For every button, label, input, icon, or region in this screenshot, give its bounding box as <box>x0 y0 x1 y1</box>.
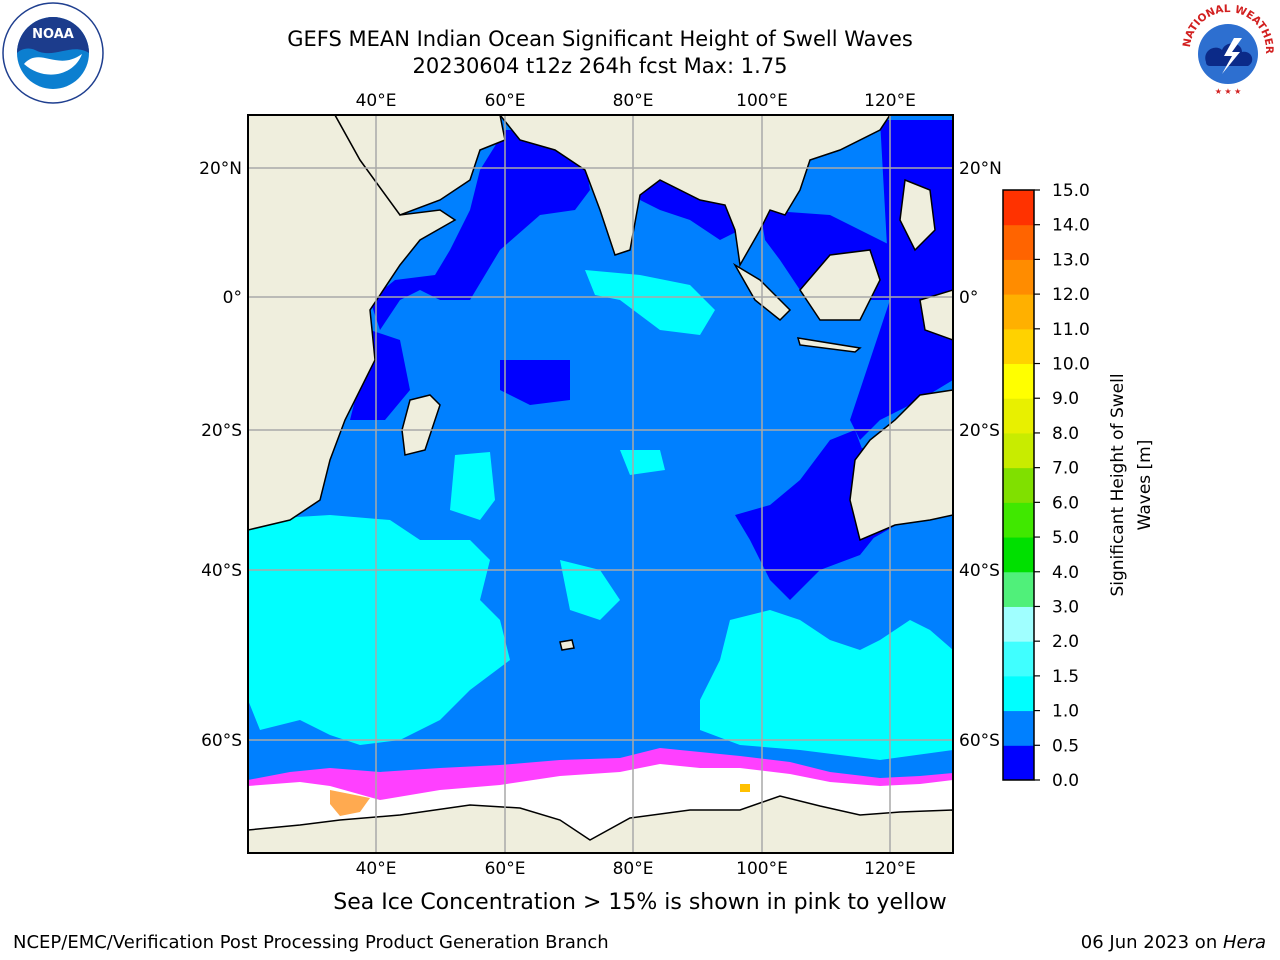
lat-label: 60°S <box>201 731 242 751</box>
colorbar-tick-label: 4.0 <box>1052 563 1079 583</box>
nws-logo: NATIONAL WEATHER SERVICE ★ ★ ★ <box>1172 0 1280 104</box>
colorbar-tick-label: 11.0 <box>1052 320 1090 340</box>
java-land <box>796 337 862 353</box>
lon-label: 80°E <box>613 91 654 111</box>
colorbar-segment <box>1003 467 1034 503</box>
colorbar-segment <box>1003 190 1034 226</box>
australia-land <box>849 389 953 542</box>
lat-label: 60°S <box>959 731 1000 751</box>
colorbar-tick-label: 13.0 <box>1052 250 1090 270</box>
asia-land <box>499 115 891 268</box>
borneo-land <box>799 249 881 321</box>
lat-label: 20°S <box>959 421 1000 441</box>
lat-label: 20°S <box>201 421 242 441</box>
lon-label: 60°E <box>485 859 526 879</box>
lon-label: 120°E <box>864 91 916 111</box>
new-guinea-land <box>919 289 953 341</box>
lat-label: 20°N <box>959 159 1002 179</box>
lat-label: 40°S <box>959 561 1000 581</box>
colorbar-tick-label: 1.5 <box>1052 667 1079 687</box>
colorbar-segment <box>1003 259 1034 295</box>
colorbar: 0.0 0.5 1.0 1.5 2.0 3.0 4.0 5.0 6.0 7.0 8.0 9.0 10.0… <box>1002 181 1090 791</box>
colorbar-tick-label: 7.0 <box>1052 459 1079 479</box>
lon-label: 60°E <box>485 91 526 111</box>
colorbar-tick-label: 1.0 <box>1052 702 1079 722</box>
colorbar-segment <box>1003 537 1034 573</box>
map-plot-area <box>248 115 953 853</box>
lon-label: 100°E <box>736 91 788 111</box>
lon-label: 40°E <box>356 91 397 111</box>
map-frame <box>247 114 954 854</box>
colorbar-segment <box>1003 398 1034 434</box>
colorbar-label-line1: Significant Height of Swell <box>1108 373 1128 596</box>
map-title: GEFS MEAN Indian Ocean Significant Heigh… <box>287 27 913 51</box>
lat-label: 0° <box>959 288 978 308</box>
lon-labels-top: 40°E 60°E 80°E 100°E 120°E <box>356 91 916 111</box>
colorbar-tick-label: 0.0 <box>1052 771 1079 791</box>
lon-labels-bottom: 40°E 60°E 80°E 100°E 120°E <box>356 859 916 879</box>
colorbar-segment <box>1003 606 1034 642</box>
colorbar-segment <box>1003 432 1034 469</box>
map-subtitle: 20230604 t12z 264h fcst Max: 1.75 <box>412 54 788 78</box>
colorbar-tick-label: 9.0 <box>1052 389 1079 409</box>
svg-text:★ ★ ★: ★ ★ ★ <box>1215 87 1242 96</box>
philippines-land <box>899 178 936 252</box>
colorbar-tick-label: 8.0 <box>1052 424 1079 444</box>
colorbar-segment <box>1003 224 1034 260</box>
colorbar-tick-label: 14.0 <box>1052 216 1090 236</box>
footer-credit: NCEP/EMC/Verification Post Processing Pr… <box>13 932 609 953</box>
colorbar-tick-label: 2.0 <box>1052 632 1079 652</box>
footer-date-text: 06 Jun 2023 on <box>1080 932 1223 953</box>
colorbar-label-line2: Waves [m] <box>1135 440 1155 531</box>
lat-labels-left: 20°N 0° 20°S 40°S 60°S <box>199 159 242 751</box>
colorbar-segment <box>1003 502 1034 538</box>
colorbar-segment <box>1003 641 1034 677</box>
colorbar-tick-label: 15.0 <box>1052 181 1090 201</box>
svg-text:NOAA: NOAA <box>32 27 74 42</box>
lon-label: 120°E <box>864 859 916 879</box>
colorbar-tick-label: 12.0 <box>1052 285 1090 305</box>
sea-ice-caption: Sea Ice Concentration > 15% is shown in … <box>333 890 947 915</box>
lat-label: 40°S <box>201 561 242 581</box>
colorbar-tick-label: 5.0 <box>1052 528 1079 548</box>
sea-ice-patch-small <box>740 784 750 792</box>
colorbar-segment <box>1003 294 1034 330</box>
antarctica-land <box>248 795 953 853</box>
arabia-land <box>334 115 506 216</box>
lon-label: 40°E <box>356 859 397 879</box>
map-gridlines <box>248 115 953 853</box>
colorbar-tick-label: 0.5 <box>1052 736 1079 756</box>
footer-date: 06 Jun 2023 on Hera <box>1081 932 1266 953</box>
colorbar-segment <box>1003 710 1034 746</box>
colorbar-segment <box>1003 363 1034 399</box>
colorbar-tick-label: 6.0 <box>1052 493 1079 513</box>
kerguelen-island <box>559 639 575 651</box>
footer-host: Hera <box>1222 932 1266 953</box>
colorbar-segment <box>1003 745 1034 781</box>
lat-label: 0° <box>223 288 242 308</box>
colorbar-segment <box>1003 571 1034 607</box>
noaa-logo: NOAA <box>2 2 104 108</box>
lon-label: 80°E <box>613 859 654 879</box>
colorbar-segment <box>1003 328 1034 365</box>
lat-labels-right: 20°N 0° 20°S 40°S 60°S <box>959 159 1002 751</box>
sea-ice-patch <box>330 790 370 816</box>
colorbar-frame <box>1002 189 1035 781</box>
colorbar-tick-label: 10.0 <box>1052 355 1090 375</box>
colorbar-tick-label: 3.0 <box>1052 597 1079 617</box>
lon-label: 100°E <box>736 859 788 879</box>
lat-label: 20°N <box>199 159 242 179</box>
colorbar-segment <box>1003 675 1034 712</box>
